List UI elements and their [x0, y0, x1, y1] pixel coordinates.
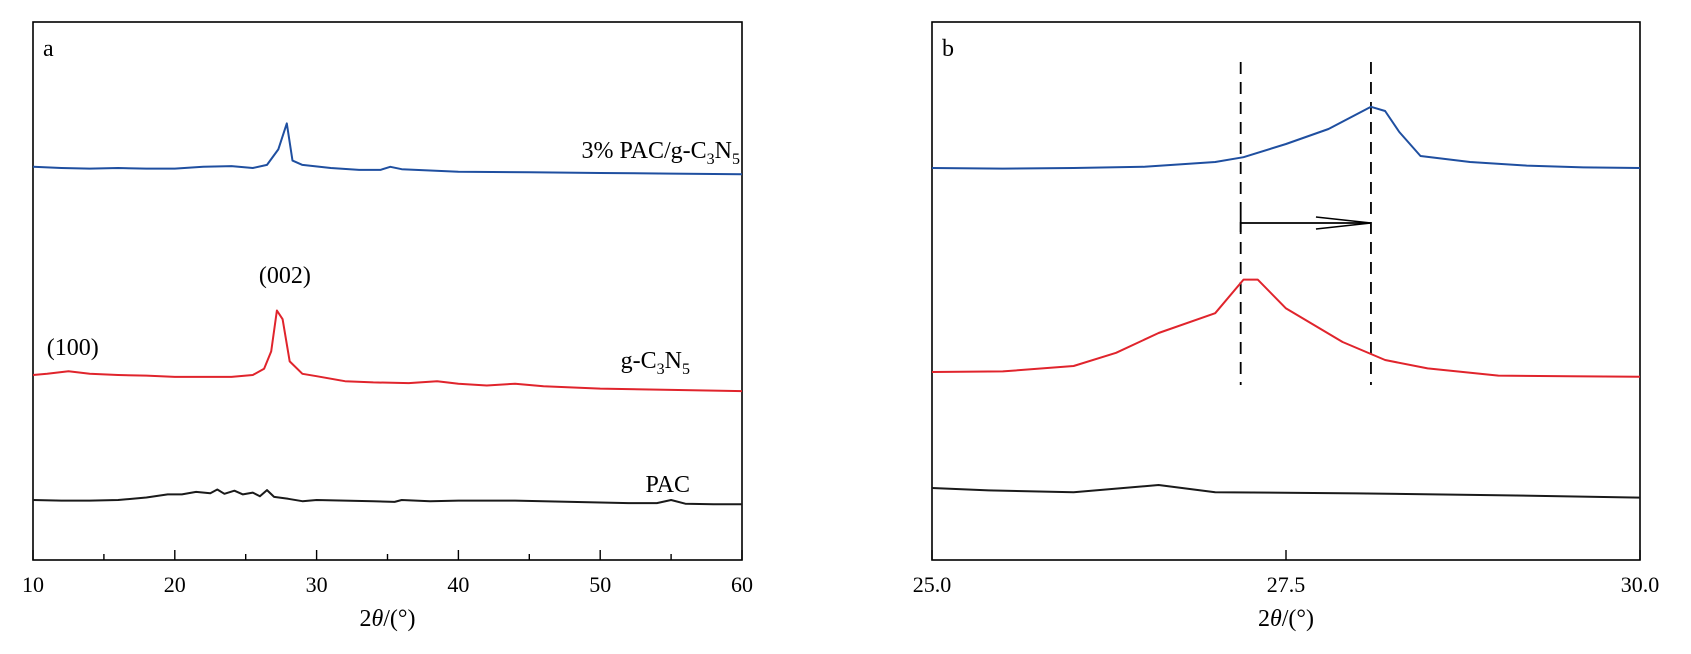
x-tick-label: 25.0: [913, 572, 952, 597]
x-axis-title-part: /(°): [1282, 606, 1314, 632]
series-line: [32, 122, 743, 176]
x-axis-title: 2θ/(°): [359, 606, 415, 632]
series-line: [931, 278, 1641, 378]
shift-arrow-head: [1315, 216, 1372, 230]
plot-frame: [32, 21, 743, 561]
peak-annotation: (002): [259, 263, 311, 289]
series-line: [931, 105, 1641, 170]
x-tick-label: 50: [589, 572, 611, 597]
x-axis-title-theta: θ: [1270, 606, 1282, 632]
peak-annotation: (100): [47, 335, 99, 361]
series-label-subscript: 5: [682, 361, 690, 378]
x-axis-title-part: /(°): [383, 606, 415, 632]
series-label-part: N: [665, 348, 682, 374]
series-label-subscript: 3: [707, 151, 715, 168]
x-tick-label: 10: [22, 572, 44, 597]
x-tick-label: 60: [731, 572, 753, 597]
x-tick-label: 27.5: [1267, 572, 1306, 597]
x-tick-label: 40: [447, 572, 469, 597]
series-line: [32, 488, 742, 506]
series-label: 3% PAC/g-C3N5: [582, 138, 741, 168]
x-axis-title-part: 2: [1258, 606, 1270, 632]
x-tick-label: 30.0: [1621, 572, 1660, 597]
x-axis-title-part: 2: [359, 606, 371, 632]
series-label-part: N: [715, 138, 732, 164]
x-tick-label: 30: [306, 572, 328, 597]
x-tick-label: 20: [164, 572, 186, 597]
series-label-part: 3% PAC/g-C: [582, 138, 707, 164]
panel-b: b 25.0 27.5 30.0 2θ/(°): [913, 21, 1660, 632]
series-label: g-C3N5: [621, 348, 690, 378]
panel-letter: b: [942, 36, 954, 62]
series-line: [931, 484, 1641, 499]
series-line: [32, 309, 743, 393]
panel-letter: a: [43, 36, 54, 62]
x-axis-title: 2θ/(°): [1258, 606, 1314, 632]
series-label-subscript: 5: [732, 151, 740, 168]
plot-frame: [931, 21, 1641, 561]
series-label-part: g-C: [621, 348, 657, 374]
series-label: PAC: [646, 472, 690, 498]
series-label-part: PAC: [646, 472, 690, 498]
series-label-subscript: 3: [657, 361, 665, 378]
x-axis-title-theta: θ: [371, 606, 383, 632]
